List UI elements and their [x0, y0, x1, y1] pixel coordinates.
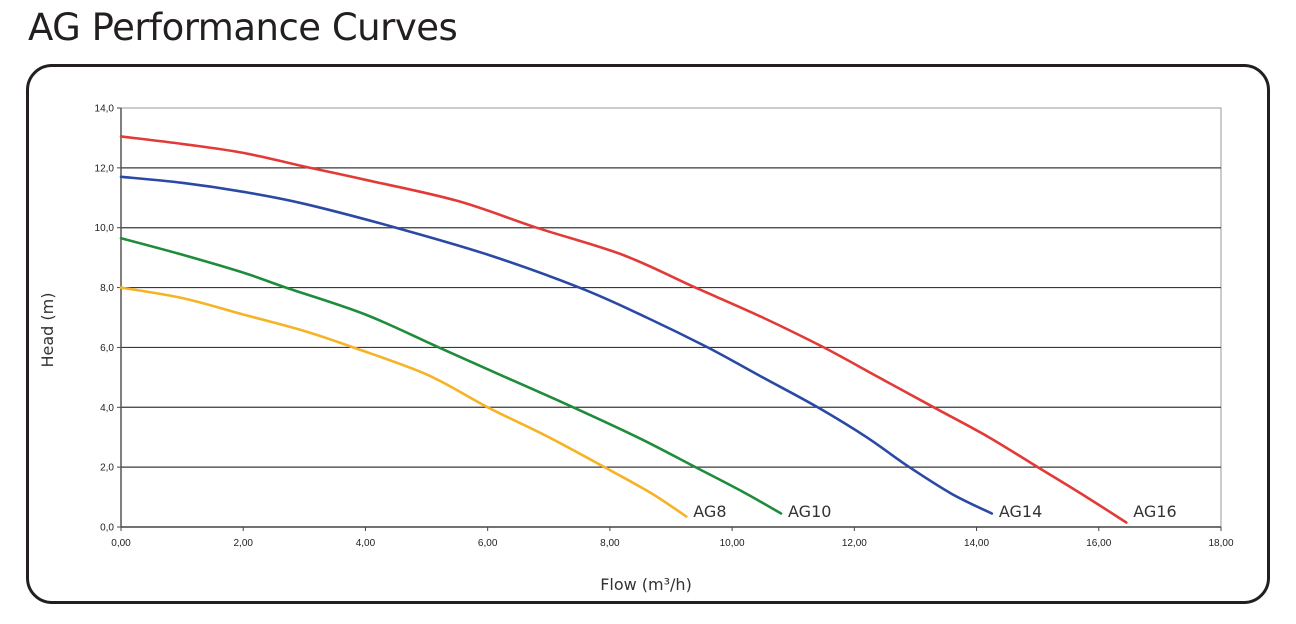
y-tick-label: 8,0	[100, 283, 114, 294]
page-title: AG Performance Curves	[28, 6, 458, 49]
x-tick-label: 4,00	[356, 538, 376, 549]
x-tick-label: 18,00	[1208, 538, 1233, 549]
series-label-ag14: AG14	[999, 502, 1042, 521]
x-tick-label: 6,00	[478, 538, 498, 549]
plot-area	[120, 107, 1222, 528]
x-tick-label: 2,00	[233, 538, 253, 549]
series-label-ag16: AG16	[1133, 502, 1176, 521]
x-tick-label: 12,00	[842, 538, 867, 549]
x-tick-label: 0,00	[111, 538, 131, 549]
grid-lines	[120, 107, 1222, 528]
series-labels: AG8 AG10 AG14 AG16	[693, 502, 1176, 521]
y-tick-label: 6,0	[100, 343, 114, 354]
x-tick-label: 14,00	[964, 538, 989, 549]
x-axis-title: Flow (m³/h)	[600, 575, 692, 594]
x-tick-label: 8,00	[600, 538, 620, 549]
y-tick-label: 10,0	[95, 223, 115, 234]
y-tick-label: 12,0	[95, 163, 115, 174]
y-tick-label: 2,0	[100, 463, 114, 474]
series-line-ag14	[119, 175, 994, 515]
series-lines	[119, 135, 1128, 524]
series-line-ag8	[119, 286, 688, 518]
y-tick-label: 14,0	[95, 104, 115, 115]
y-tick-labels: 0,0 2,0 4,0 6,0 8,0 10,0 12,0 14,0	[95, 104, 115, 534]
x-tick-labels: 0,00 2,00 4,00 6,00 8,00 10,00 12,00 14,00 16,00…	[111, 538, 1234, 549]
series-line-ag16	[119, 135, 1128, 524]
series-label-ag8: AG8	[693, 502, 726, 521]
y-axis-title: Head (m)	[38, 293, 57, 368]
x-tick-label: 16,00	[1086, 538, 1111, 549]
series-line-ag10	[119, 236, 783, 515]
y-tick-label: 4,0	[100, 403, 114, 414]
series-label-ag10: AG10	[788, 502, 831, 521]
y-tick-label: 0,0	[100, 523, 114, 534]
x-tick-label: 10,00	[720, 538, 745, 549]
chart-frame	[26, 64, 1270, 604]
